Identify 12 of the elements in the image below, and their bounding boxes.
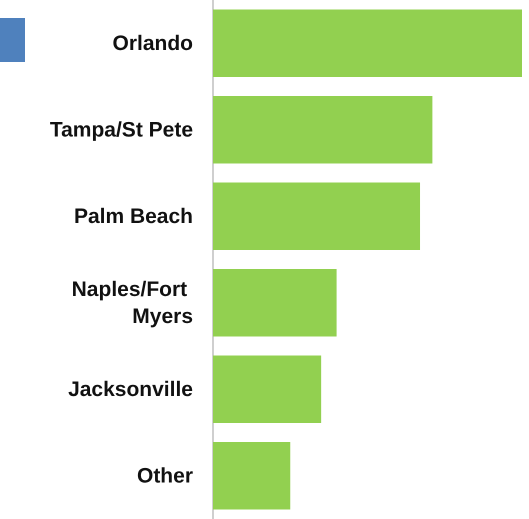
y-tick-label: Palm Beach [74, 204, 193, 228]
y-tick-label: Tampa/St Pete [50, 118, 193, 142]
y-tick-label: Jacksonville [68, 378, 193, 401]
y-tick-label: Naples/Fort Myers [72, 278, 193, 328]
y-tick-label: Other [136, 464, 193, 488]
bar [213, 96, 432, 164]
bar [213, 442, 290, 510]
bar [213, 356, 322, 423]
bar [213, 182, 420, 250]
y-tick-label: Orlando [112, 32, 193, 55]
bar [213, 10, 522, 77]
bar [213, 269, 337, 336]
